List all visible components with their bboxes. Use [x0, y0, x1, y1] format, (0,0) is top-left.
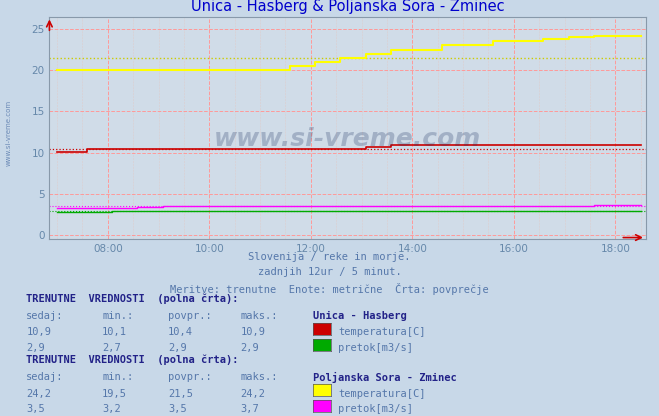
Text: TRENUTNE  VREDNOSTI  (polna črta):: TRENUTNE VREDNOSTI (polna črta):: [26, 354, 239, 365]
Text: 3,5: 3,5: [26, 404, 45, 414]
Text: 2,9: 2,9: [241, 343, 259, 353]
Text: 3,5: 3,5: [168, 404, 186, 414]
Text: temperatura[C]: temperatura[C]: [338, 389, 426, 399]
Text: povpr.:: povpr.:: [168, 311, 212, 321]
Text: 10,1: 10,1: [102, 327, 127, 337]
Text: 3,2: 3,2: [102, 404, 121, 414]
Text: 19,5: 19,5: [102, 389, 127, 399]
Text: Meritve: trenutne  Enote: metrične  Črta: povprečje: Meritve: trenutne Enote: metrične Črta: …: [170, 283, 489, 295]
Text: min.:: min.:: [102, 311, 133, 321]
Text: temperatura[C]: temperatura[C]: [338, 327, 426, 337]
Text: pretok[m3/s]: pretok[m3/s]: [338, 343, 413, 353]
Text: www.si-vreme.com: www.si-vreme.com: [214, 127, 481, 151]
Text: min.:: min.:: [102, 372, 133, 382]
Text: 2,9: 2,9: [168, 343, 186, 353]
Text: maks.:: maks.:: [241, 311, 278, 321]
Text: maks.:: maks.:: [241, 372, 278, 382]
Text: Slovenija / reke in morje.: Slovenija / reke in morje.: [248, 252, 411, 262]
Text: sedaj:: sedaj:: [26, 311, 64, 321]
Text: zadnjih 12ur / 5 minut.: zadnjih 12ur / 5 minut.: [258, 267, 401, 277]
Text: pretok[m3/s]: pretok[m3/s]: [338, 404, 413, 414]
Text: 21,5: 21,5: [168, 389, 193, 399]
Text: 24,2: 24,2: [26, 389, 51, 399]
Text: 24,2: 24,2: [241, 389, 266, 399]
Title: Unica - Hasberg & Poljanska Sora - Zminec: Unica - Hasberg & Poljanska Sora - Zmine…: [191, 0, 504, 14]
Text: 2,9: 2,9: [26, 343, 45, 353]
Text: 10,9: 10,9: [241, 327, 266, 337]
Text: povpr.:: povpr.:: [168, 372, 212, 382]
Text: 2,7: 2,7: [102, 343, 121, 353]
Text: Poljanska Sora - Zminec: Poljanska Sora - Zminec: [313, 372, 457, 383]
Text: Unica - Hasberg: Unica - Hasberg: [313, 311, 407, 321]
Text: TRENUTNE  VREDNOSTI  (polna črta):: TRENUTNE VREDNOSTI (polna črta):: [26, 293, 239, 304]
Text: 10,4: 10,4: [168, 327, 193, 337]
Text: 3,7: 3,7: [241, 404, 259, 414]
Text: sedaj:: sedaj:: [26, 372, 64, 382]
Text: 10,9: 10,9: [26, 327, 51, 337]
Text: www.si-vreme.com: www.si-vreme.com: [5, 100, 12, 166]
